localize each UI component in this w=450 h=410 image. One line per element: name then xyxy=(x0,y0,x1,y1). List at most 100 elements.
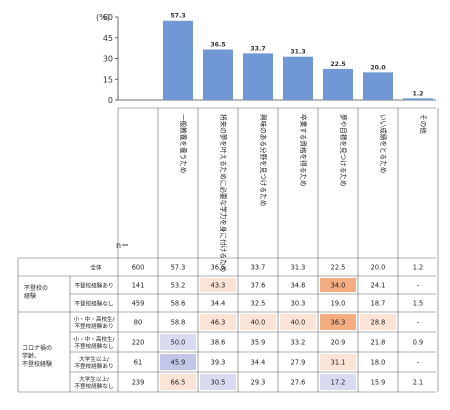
category-label: いい成績をとるため xyxy=(379,114,388,173)
table-cell: 31.1 xyxy=(331,359,346,367)
row-label: 全体 xyxy=(90,264,102,272)
row-label: 小・中・高校生/ xyxy=(73,315,114,323)
y-tick-label: 60 xyxy=(103,13,113,22)
row-n-value: 141 xyxy=(132,282,145,290)
table-cell: 50.0 xyxy=(171,339,186,347)
y-unit-label: (%) xyxy=(96,13,110,22)
n-column-header: n＝ xyxy=(116,241,129,250)
cell-highlight xyxy=(320,278,356,292)
bar-value-label: 36.5 xyxy=(210,42,225,49)
row-n-value: 80 xyxy=(134,319,142,327)
bar xyxy=(163,20,193,100)
table-cell: 32.5 xyxy=(251,300,266,308)
category-label: 興味のある分野を見つけるため xyxy=(259,114,268,206)
table-cell: 37.6 xyxy=(251,282,266,290)
table-cell: 0.9 xyxy=(413,339,424,347)
category-label: 一般教養を養うため xyxy=(179,114,188,173)
y-tick-label: 15 xyxy=(103,75,113,84)
row-label: 不登校経験あり xyxy=(74,282,113,290)
table-cell: 19.0 xyxy=(331,300,346,308)
table-cell: 27.6 xyxy=(291,379,306,387)
table-cell: 30.3 xyxy=(291,300,306,308)
y-tick-label: 45 xyxy=(103,34,113,43)
bar-value-label: 1.2 xyxy=(413,90,424,97)
row-label: 不登校経験なし xyxy=(74,342,114,350)
category-label: 夢や目標を見つけるため xyxy=(339,114,348,187)
table-cell: 34.4 xyxy=(251,359,266,367)
row-label: 不登校経験なし xyxy=(74,382,114,390)
table-cell: 1.2 xyxy=(413,264,424,272)
cell-highlight xyxy=(200,314,236,330)
cell-highlight xyxy=(320,374,356,390)
table-cell: 34.4 xyxy=(211,300,226,308)
table-cell: 33.2 xyxy=(291,339,306,347)
group-label: 学齢、 xyxy=(22,352,40,360)
table-cell: 40.0 xyxy=(251,319,266,327)
table-cell: 1.5 xyxy=(413,300,424,308)
table-cell: 15.9 xyxy=(371,379,386,387)
bar xyxy=(363,72,393,100)
table-cell: 38.6 xyxy=(211,339,226,347)
cell-highlight xyxy=(320,354,356,370)
table-cell: - xyxy=(417,319,420,327)
row-n-value: 600 xyxy=(132,264,145,272)
bar xyxy=(203,49,233,100)
table-cell: 30.5 xyxy=(211,379,226,387)
y-tick-label: 30 xyxy=(103,55,113,64)
table-cell: 17.2 xyxy=(331,379,346,387)
cell-highlight xyxy=(200,374,236,390)
bar-value-label: 33.7 xyxy=(250,45,265,52)
table-cell: 36.3 xyxy=(331,319,346,327)
group-label: 不登校経験 xyxy=(22,360,52,368)
category-label: その他 xyxy=(419,114,428,134)
table-cell: 66.5 xyxy=(171,379,186,387)
table-cell: 34.8 xyxy=(291,282,306,290)
table-cell: 2.1 xyxy=(413,379,424,387)
table-cell: 36.5 xyxy=(211,264,226,272)
bar-layer: 57.3 36.5 33.7 31.3 22.5 20.0 1.2 xyxy=(163,13,433,100)
table-cell: 20.0 xyxy=(371,264,386,272)
table-cell: 45.9 xyxy=(171,359,186,367)
table-cell: 29.3 xyxy=(251,379,266,387)
cell-highlight xyxy=(160,374,196,390)
row-n-value: 239 xyxy=(132,379,145,387)
cell-highlight xyxy=(360,314,396,330)
cell-highlight xyxy=(200,278,236,292)
bar xyxy=(283,56,313,100)
table-cell: 57.3 xyxy=(171,264,186,272)
category-label: 卒業する資格を得るため xyxy=(299,114,308,187)
table-cell: 20.9 xyxy=(331,339,346,347)
group-label: 不登校の xyxy=(24,284,48,292)
row-label: 不登校経験なし xyxy=(74,300,114,308)
bar-value-label: 57.3 xyxy=(170,13,185,20)
table-cell: - xyxy=(417,282,420,290)
table-cell: 24.1 xyxy=(371,282,386,290)
table-cell: 21.8 xyxy=(371,339,386,347)
table-cell: 18.7 xyxy=(371,300,386,308)
table-cell: 58.6 xyxy=(171,300,186,308)
cell-highlight xyxy=(280,314,316,330)
table-cell: 53.2 xyxy=(171,282,186,290)
row-n-value: 459 xyxy=(132,300,145,308)
row-n-value: 61 xyxy=(134,359,142,367)
row-label: 不登校経験あり xyxy=(74,322,113,330)
table-cell: 18.0 xyxy=(371,359,386,367)
bar-value-label: 20.0 xyxy=(370,64,386,71)
table-cell: 58.8 xyxy=(171,319,186,327)
table-cell: 35.9 xyxy=(251,339,266,347)
row-label: 不登校経験あり xyxy=(74,362,113,370)
table-cell: 28.8 xyxy=(371,319,386,327)
cell-highlight xyxy=(160,334,196,350)
cell-highlight xyxy=(320,314,356,330)
category-label: 将来の夢を叶えるために必要な学力を身に付けるため xyxy=(219,114,228,272)
y-tick-label: 0 xyxy=(108,96,113,105)
bar xyxy=(323,68,353,100)
table-cell: 43.3 xyxy=(211,282,226,290)
group-label: コロナ禍の xyxy=(22,344,52,352)
table-cell: 46.3 xyxy=(211,319,226,327)
row-label: 大学生以上/ xyxy=(79,355,109,363)
table-cell: - xyxy=(417,359,420,367)
table-cell: 27.9 xyxy=(291,359,306,367)
